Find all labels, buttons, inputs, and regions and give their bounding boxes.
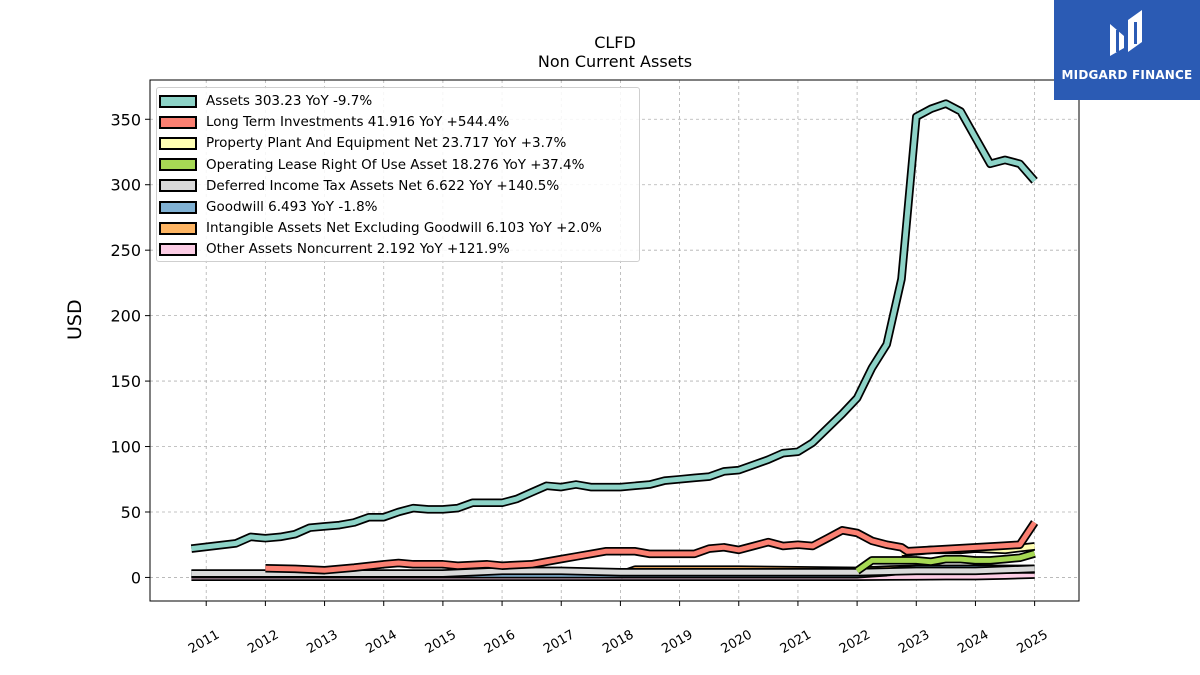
- x-tick-label: 2019: [659, 627, 695, 657]
- x-tick-label: 2013: [304, 627, 340, 657]
- x-tick-label: 2012: [245, 627, 281, 657]
- y-tick-label: 250: [110, 241, 141, 260]
- legend-label: Goodwill 6.493 YoY -1.8%: [206, 199, 378, 215]
- series-deferred-income-tax-assets-net: [191, 564, 1035, 578]
- legend-label: Intangible Assets Net Excluding Goodwill…: [206, 220, 602, 237]
- legend-item: Assets 303.23 YoY -9.7%: [157, 91, 372, 111]
- x-tick-label: 2018: [600, 627, 636, 657]
- legend-label: Other Assets Noncurrent 2.192 YoY +121.9…: [206, 241, 510, 258]
- series-line: [855, 551, 1036, 573]
- y-tick-label: 150: [110, 372, 141, 391]
- chart-legend: Assets 303.23 YoY -9.7% Long Term Investm…: [156, 87, 640, 262]
- series-long-term-investments: [265, 520, 1039, 575]
- legend-item: Other Assets Noncurrent 2.192 YoY +121.9…: [157, 239, 510, 259]
- series-assets: [190, 99, 1038, 553]
- y-tick-label: 50: [121, 503, 141, 522]
- y-tick-label: 200: [110, 307, 141, 326]
- legend-item: Property Plant And Equipment Net 23.717 …: [157, 133, 566, 153]
- x-axis: 2011 2012 2013 2014 2015 2016 2017 2018 2019 2020…: [186, 601, 1051, 657]
- x-tick-label: 2023: [896, 627, 932, 657]
- series-line: [265, 521, 1037, 573]
- brand-mark-icon: [1110, 10, 1142, 56]
- legend-swatch: [159, 158, 197, 172]
- legend-swatch: [159, 136, 197, 150]
- legend-swatch: [159, 94, 197, 108]
- legend-item: Goodwill 6.493 YoY -1.8%: [157, 197, 378, 217]
- y-tick-label: 0: [131, 568, 141, 587]
- x-tick-label: 2024: [955, 627, 991, 657]
- legend-label: Deferred Income Tax Assets Net 6.622 YoY…: [206, 177, 560, 194]
- y-tick-label: 100: [110, 438, 141, 457]
- brand-logo: MIDGARD FINANCE: [1054, 0, 1200, 100]
- x-tick-label: 2014: [364, 627, 400, 657]
- legend-label: Long Term Investments 41.916 YoY +544.4%: [206, 114, 510, 131]
- y-axis: 0 50 100 150 200 250 300 350: [110, 110, 150, 587]
- plot-frame: [149, 79, 1080, 602]
- legend-swatch: [159, 115, 197, 129]
- x-tick-label: 2020: [719, 627, 755, 657]
- x-tick-label: 2017: [541, 627, 577, 657]
- x-tick-label: 2025: [1014, 627, 1050, 657]
- x-tick-label: 2011: [186, 627, 222, 657]
- x-tick-label: 2021: [778, 627, 814, 657]
- brand-name: MIDGARD FINANCE: [1061, 68, 1193, 82]
- x-tick-label: 2015: [423, 627, 459, 657]
- x-tick-label: 2022: [837, 627, 873, 657]
- legend-label: Property Plant And Equipment Net 23.717 …: [206, 135, 567, 152]
- legend-label: Assets 303.23 YoY -9.7%: [206, 93, 373, 109]
- y-tick-label: 300: [110, 176, 141, 195]
- series-line: [191, 101, 1037, 552]
- legend-swatch: [159, 242, 197, 256]
- legend-swatch: [159, 179, 197, 193]
- chart-subtitle: Non Current Assets: [537, 52, 693, 71]
- y-axis-label: USD: [64, 299, 86, 340]
- legend-swatch: [159, 221, 197, 235]
- series-layer: [190, 99, 1039, 582]
- chart-title: CLFD: [594, 33, 636, 52]
- series-operating-lease-right-of-use-asset: [854, 549, 1036, 575]
- legend-item: Long Term Investments 41.916 YoY +544.4%: [157, 112, 509, 132]
- legend-item: Deferred Income Tax Assets Net 6.622 YoY…: [157, 176, 559, 196]
- x-tick-label: 2016: [482, 627, 518, 657]
- y-tick-label: 350: [110, 110, 141, 129]
- legend-label: Operating Lease Right Of Use Asset 18.27…: [206, 156, 585, 173]
- legend-item: Intangible Assets Net Excluding Goodwill…: [157, 218, 602, 238]
- legend-swatch: [159, 200, 197, 214]
- legend-item: Operating Lease Right Of Use Asset 18.27…: [157, 155, 584, 175]
- series-line: [191, 566, 1035, 576]
